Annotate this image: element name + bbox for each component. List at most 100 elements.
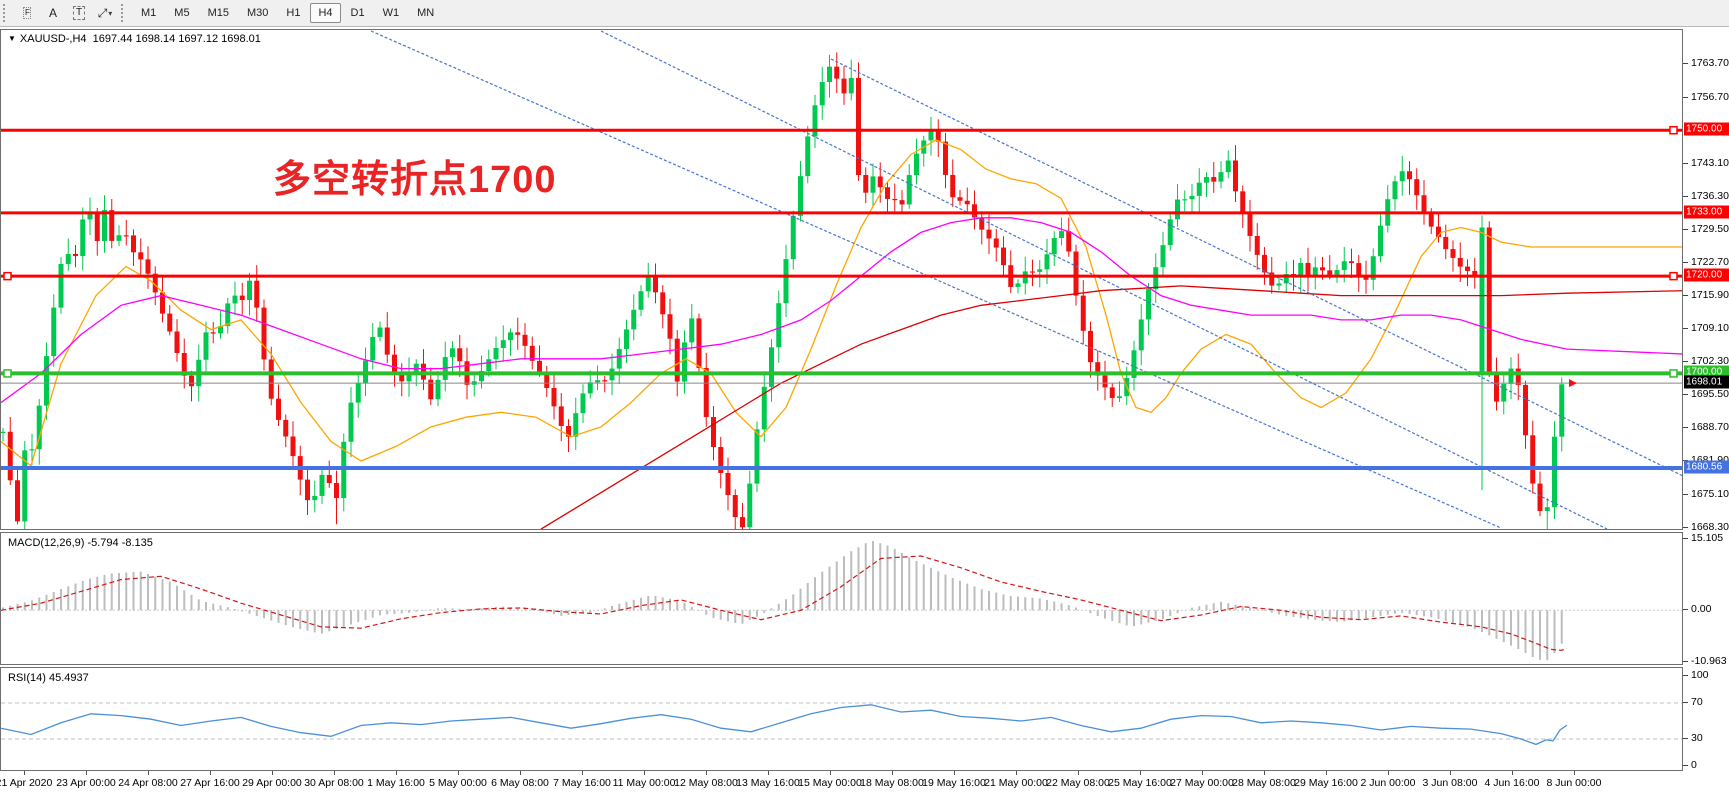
time-axis-label: 28 May 08:00: [1232, 777, 1296, 789]
rsi-svg[interactable]: [1, 668, 1682, 770]
time-axis-label: 4 Jun 16:00: [1484, 777, 1540, 789]
tf-button-H4[interactable]: H4: [310, 3, 341, 23]
time-axis-label: 27 Apr 16:00: [180, 777, 240, 789]
chart-title: ▼ XAUUSD-,H4 1697.44 1698.14 1697.12 1698…: [8, 33, 261, 45]
time-tick-mark: [148, 771, 149, 775]
price-tick-label: 1722.70: [1691, 256, 1729, 268]
time-axis-label: 3 Jun 08:00: [1422, 777, 1478, 789]
time-tick-mark: [1326, 771, 1327, 775]
macd-axis-label: 0.00: [1691, 603, 1712, 616]
time-axis-label: 5 May 00:00: [429, 777, 487, 789]
time-axis-label: 1 May 16:00: [367, 777, 425, 789]
macd-svg[interactable]: [1, 533, 1682, 664]
tf-button-W1[interactable]: W1: [382, 7, 400, 19]
dropdown-caret-icon[interactable]: ▾: [108, 8, 113, 18]
price-tick-label: 1736.30: [1691, 189, 1729, 202]
rsi-tick-mark: [1683, 765, 1688, 766]
price-tick-mark: [1683, 262, 1688, 263]
time-tick-mark: [272, 771, 273, 775]
time-tick-mark: [768, 771, 769, 775]
time-tick-mark: [1264, 771, 1265, 775]
time-axis-label: 29 May 16:00: [1294, 777, 1358, 789]
candlesticks: [1, 52, 1565, 529]
price-badge-1750.00: 1750.00: [1684, 122, 1729, 136]
macd-histogram: [2, 541, 1563, 661]
price-tick-mark: [1683, 427, 1688, 429]
time-tick-mark: [644, 771, 645, 775]
line-handle: [1669, 271, 1678, 281]
time-axis-label: 8 Jun 00:00: [1546, 777, 1602, 789]
tf-button-D1[interactable]: D1: [350, 7, 365, 19]
time-axis-label: 18 May 08:00: [860, 777, 924, 789]
time-tick-mark: [210, 771, 211, 775]
text-label-icon[interactable]: T: [67, 2, 91, 24]
symbol-caret-icon[interactable]: ▼: [8, 34, 16, 43]
tf-button-M5[interactable]: M5: [174, 7, 190, 19]
rsi-tick-mark: [1683, 702, 1688, 703]
price-tick-label: 1729.50: [1691, 222, 1729, 235]
drawing-tools-group: F A T ⤢ ▾: [14, 2, 118, 24]
font-icon[interactable]: A: [48, 6, 57, 20]
cursor-arrows-icon[interactable]: ⤢ ▾: [97, 5, 113, 20]
time-axis-label: 25 May 16:00: [1108, 777, 1172, 789]
time-tick-mark: [86, 771, 87, 775]
macd-tick-mark: [1683, 538, 1688, 539]
time-tick-mark: [1450, 771, 1451, 775]
time-tick-mark: [1388, 771, 1389, 775]
price-tick-mark: [1683, 62, 1688, 64]
price-tick-label: 1743.10: [1691, 156, 1729, 169]
tf-button-M1[interactable]: M1: [141, 7, 157, 19]
symbol-label: XAUUSD-,H4: [19, 33, 87, 45]
price-tick-mark: [1683, 96, 1688, 98]
price-chart-svg[interactable]: [1, 30, 1682, 529]
toolbar-grip-2[interactable]: [121, 4, 128, 22]
rsi-axis-label: 70: [1691, 696, 1703, 708]
time-axis-label: 21 Apr 2020: [0, 777, 53, 789]
toolbar-grip[interactable]: [3, 4, 10, 22]
time-axis-label: 12 May 08:00: [674, 777, 738, 789]
line-handle: [3, 369, 12, 378]
price-tick-mark: [1683, 162, 1688, 164]
macd-panel[interactable]: [0, 532, 1683, 665]
tf-button-MN[interactable]: MN: [417, 7, 435, 19]
time-tick-mark: [396, 771, 397, 775]
main-chart-panel[interactable]: [0, 29, 1683, 530]
time-tick-mark: [892, 771, 893, 775]
price-tick-mark: [1683, 493, 1688, 495]
time-tick-mark: [1512, 771, 1513, 775]
price-tick-mark: [1683, 328, 1688, 330]
price-tick-mark: [1683, 526, 1688, 528]
time-tick-mark: [830, 771, 831, 775]
price-tick-mark: [1683, 295, 1688, 297]
profile-grid-icon[interactable]: F: [23, 7, 31, 19]
price-tick-label: 1715.90: [1691, 289, 1729, 302]
macd-tick-mark: [1683, 661, 1688, 662]
tf-button-H1[interactable]: H1: [286, 7, 301, 19]
time-axis-label: 6 May 08:00: [491, 777, 549, 789]
chart-annotation-text[interactable]: 多空转折点1700: [273, 159, 557, 201]
time-axis-label: 21 May 00:00: [984, 777, 1048, 789]
rsi-axis-label: 100: [1691, 669, 1709, 681]
ohlc-values: 1697.44 1698.14 1697.12 1698.01: [92, 33, 261, 45]
price-tick-label: 1668.30: [1691, 520, 1729, 533]
price-tick-label: 1675.10: [1691, 487, 1729, 500]
time-tick-mark: [458, 771, 459, 775]
time-tick-mark: [334, 771, 335, 775]
rsi-panel[interactable]: [0, 667, 1683, 771]
trendline-2: [600, 30, 1608, 529]
tf-button-M30[interactable]: M30: [246, 7, 269, 19]
macd-tick-mark: [1683, 609, 1688, 611]
rsi-line: [1, 704, 1568, 746]
price-tick-label: 1756.70: [1691, 90, 1729, 103]
time-tick-mark: [582, 771, 583, 775]
price-tick-label: 1688.70: [1691, 421, 1729, 434]
price-tick-mark: [1683, 195, 1688, 197]
macd-label: MACD(12,26,9) -5.794 -8.135: [8, 537, 153, 549]
time-axis-label: 2 Jun 00:00: [1360, 777, 1416, 789]
tf-button-M15[interactable]: M15: [207, 7, 229, 19]
time-axis[interactable]: 21 Apr 2020 23 Apr 00:00 24 Apr 08:00 27 Ap…: [0, 771, 1683, 794]
line-handle: [1669, 125, 1678, 135]
price-tick-label: 1702.30: [1691, 355, 1729, 368]
time-axis-label: 13 May 16:00: [736, 777, 800, 789]
